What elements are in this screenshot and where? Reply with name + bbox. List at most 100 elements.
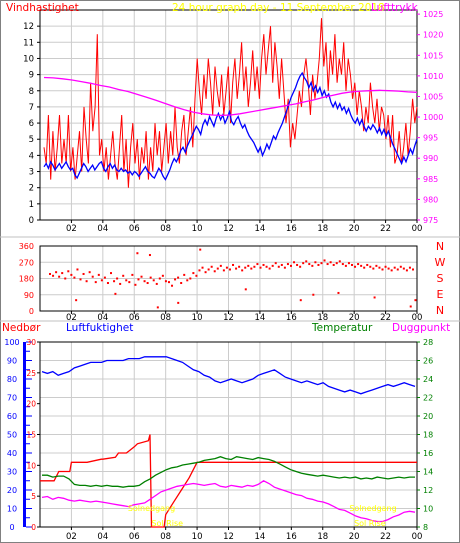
wind-direction-point: [52, 274, 55, 277]
wind-direction-point: [161, 274, 164, 277]
wind-direction-point: [131, 273, 134, 276]
wind-direction-outlier-point: [199, 248, 202, 251]
direction-tick-label: 90: [24, 291, 34, 300]
compass-letter: E: [437, 288, 444, 301]
wind-direction-point: [247, 264, 250, 267]
temperature-axis-ticks: 8 10 12 14 16 18 20 22 24 26 28: [417, 338, 433, 532]
graph-title: 24 hour graph day - 11 September 2018: [172, 2, 385, 14]
direction-tick-label: 0: [29, 307, 34, 316]
rain-tick-label: 30: [26, 338, 36, 347]
wind-direction-point: [296, 263, 299, 266]
pressure-tick-label: 1005: [423, 92, 443, 101]
wind-speed-tick-label: 5: [29, 135, 34, 145]
wind-direction-point: [369, 265, 372, 268]
panel3-series: [40, 356, 417, 528]
wind-direction-point: [332, 263, 335, 266]
wind-direction-outlier-point: [177, 301, 180, 304]
pressure-tick-label: 1025: [423, 10, 443, 19]
wind-direction-point: [317, 263, 320, 266]
wind-direction-point: [67, 270, 70, 273]
wind-direction-point: [88, 271, 91, 274]
x-tick-label: 18: [317, 224, 328, 234]
sun-event-label: Solnedgang: [128, 504, 175, 513]
wind-direction-point: [238, 265, 241, 268]
x-tick-label: 18: [317, 313, 328, 323]
wind-direction-outlier-point: [337, 291, 340, 294]
wind-direction-point: [225, 266, 228, 269]
temperature-tick-label: 10: [423, 505, 433, 514]
x-tick-label: 16: [286, 313, 297, 323]
temperature-tick-label: 26: [423, 357, 433, 366]
wind-direction-point: [228, 268, 231, 271]
wind-direction-outlier-point: [114, 292, 117, 295]
wind-direction-point: [113, 280, 116, 283]
panel1-series: [43, 18, 418, 188]
x-tick-label: 06: [129, 532, 140, 542]
wind-direction-point: [125, 279, 128, 282]
wind-direction-point: [122, 274, 125, 277]
humidity-label: Luftfuktighet: [66, 322, 133, 334]
humidity-tick-label: 0: [9, 523, 14, 532]
x-tick-label: 12: [223, 532, 234, 542]
wind-direction-point: [293, 261, 296, 264]
x-tick-label: 20: [349, 532, 360, 542]
wind-direction-point: [286, 263, 289, 266]
wind-direction-point: [70, 273, 73, 276]
wind-direction-point: [302, 262, 305, 265]
x-tick-label: 08: [160, 532, 171, 542]
wind-direction-point: [183, 273, 186, 276]
wind-speed-tick-label: 2: [29, 184, 34, 194]
temperature-tick-label: 16: [423, 449, 433, 458]
pressure-tick-label: 1010: [423, 72, 443, 81]
x-tick-label: 14: [255, 532, 266, 542]
wind-direction-point: [171, 284, 174, 287]
x-tick-label: 04: [97, 224, 108, 234]
wind-direction-point: [58, 275, 61, 278]
wind-speed-tick-label: 9: [29, 71, 34, 81]
wind-direction-point: [366, 263, 369, 266]
panel2-series: [49, 248, 417, 309]
x-tick-label: 22: [380, 224, 391, 234]
wind-direction-point: [195, 274, 198, 277]
x-tick-label: 04: [97, 313, 108, 323]
wind-direction-point: [372, 267, 375, 270]
wind-direction-outlier-point: [75, 299, 78, 302]
pressure-tick-label: 990: [423, 154, 438, 163]
wind-direction-point: [347, 262, 350, 265]
wind-direction-point: [128, 281, 131, 284]
wind-direction-outlier-point: [156, 306, 159, 309]
wind-direction-point: [167, 281, 170, 284]
wind-direction-point: [402, 267, 405, 270]
dewpoint-label: Duggpunkt: [392, 322, 450, 334]
wind-direction-outlier-point: [373, 296, 376, 299]
wind-direction-point: [235, 267, 238, 270]
humidity-tick-label: 100: [4, 338, 19, 347]
rain-humidity-temperature-panel: 0 10 20 30 40 50 60 70 80 90 100 0 5 10 15 20 25 30 8 10 1…: [2, 322, 450, 542]
temperature-tick-label: 28: [423, 338, 433, 347]
wind-direction-point: [210, 265, 213, 268]
wind-direction-point: [283, 266, 286, 269]
direction-tick-label: 360: [19, 242, 34, 251]
wind-direction-point: [100, 279, 103, 282]
sun-event-label: Sol Rise: [151, 519, 183, 528]
wind-speed-tick-label: 10: [23, 54, 34, 64]
wind-direction-outlier-point: [409, 305, 412, 308]
wind-direction-point: [137, 278, 140, 281]
humidity-axis-ticks: 0 10 20 30 40 50 60 70 80 90 100: [4, 338, 19, 532]
wind-direction-point: [55, 271, 58, 274]
x-tick-label: 02: [66, 224, 77, 234]
x-tick-label: 14: [255, 224, 266, 234]
wind-direction-point: [338, 260, 341, 263]
wind-speed-tick-label: 8: [29, 87, 34, 97]
wind-direction-point: [49, 272, 51, 275]
wind-direction-point: [232, 263, 235, 266]
wind-direction-point: [274, 262, 277, 265]
pressure-tick-label: 985: [423, 175, 438, 184]
humidity-tick-label: 90: [7, 357, 17, 366]
rain-label: Nedbør: [2, 322, 41, 334]
humidity-tick-label: 40: [7, 449, 17, 458]
wind-direction-point: [396, 268, 399, 271]
x-tick-label: 00: [412, 224, 423, 234]
